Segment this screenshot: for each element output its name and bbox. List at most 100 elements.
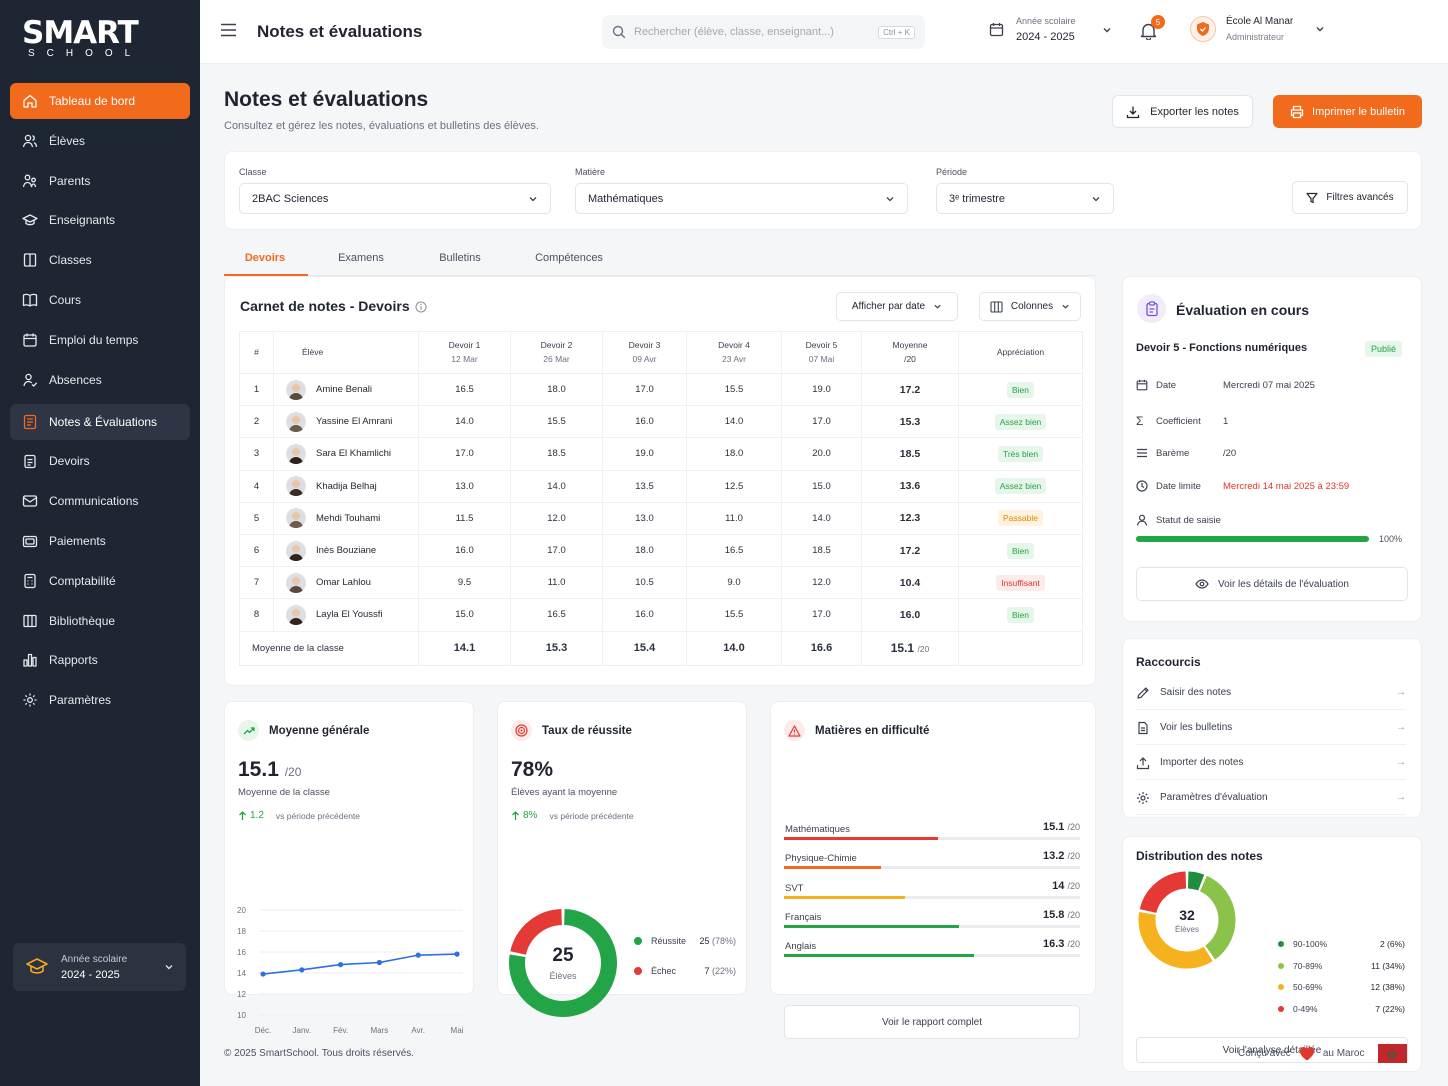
grade-cell[interactable]: 18.0 bbox=[510, 373, 603, 407]
school-year-selector[interactable]: Année scolaire 2024 - 2025 bbox=[989, 16, 1112, 43]
table-row[interactable]: 2 Yassine El Amrani 14.0 15.5 16.0 14.0 17.0 15… bbox=[239, 405, 1083, 439]
column-header-devoir-3[interactable]: Devoir 3 09 Avr bbox=[602, 331, 687, 374]
full-report-button[interactable]: Voir le rapport complet bbox=[784, 1005, 1080, 1039]
logo[interactable]: SMART SCHOOL bbox=[22, 18, 162, 60]
grade-cell[interactable]: 17.0 bbox=[781, 405, 862, 439]
advanced-filters-button[interactable]: Filtres avancés bbox=[1292, 181, 1408, 214]
period-select[interactable]: 3ᵉ trimestre bbox=[936, 183, 1114, 214]
student-cell[interactable]: Inès Bouziane bbox=[286, 540, 418, 561]
grade-cell[interactable]: 17.0 bbox=[510, 534, 603, 568]
print-bulletin-button[interactable]: Imprimer le bulletin bbox=[1273, 95, 1422, 128]
sidebar-school-year[interactable]: Année scolaire 2024 - 2025 bbox=[13, 943, 186, 991]
tab-examens[interactable]: Examens bbox=[338, 252, 384, 264]
sidebar-item-notes-evaluations[interactable]: Notes & Évaluations bbox=[10, 403, 190, 440]
student-cell[interactable]: Amine Benali bbox=[286, 379, 418, 400]
view-evaluation-details-button[interactable]: Voir les détails de l'évaluation bbox=[1136, 567, 1408, 601]
sidebar-item-emploi-du-temps[interactable]: Emploi du temps bbox=[10, 322, 190, 358]
grade-cell[interactable]: 11.0 bbox=[510, 566, 603, 600]
grade-cell[interactable]: 15.5 bbox=[510, 405, 603, 439]
grade-cell[interactable]: 15.0 bbox=[781, 470, 862, 503]
grade-cell[interactable]: 14.0 bbox=[686, 405, 782, 439]
info-icon[interactable] bbox=[415, 301, 427, 313]
sidebar-item-parents[interactable]: Parents bbox=[10, 163, 190, 199]
grade-cell[interactable]: 16.0 bbox=[418, 534, 511, 568]
table-row[interactable]: 7 Omar Lahlou 9.5 11.0 10.5 9.0 12.0 10.4 Insuff… bbox=[239, 566, 1083, 600]
sidebar-item-classes[interactable]: Classes bbox=[10, 242, 190, 278]
grade-cell[interactable]: 12.0 bbox=[781, 566, 862, 600]
user-menu[interactable]: École Al Manar Administrateur bbox=[1190, 16, 1325, 42]
column-header-devoir-1[interactable]: Devoir 1 12 Mar bbox=[418, 331, 511, 374]
shortcut-item[interactable]: Voir les bulletins → bbox=[1136, 711, 1406, 745]
class-select[interactable]: 2BAC Sciences bbox=[239, 183, 551, 214]
student-cell[interactable]: Yassine El Amrani bbox=[286, 411, 418, 432]
grade-cell[interactable]: 13.0 bbox=[602, 502, 687, 535]
grade-cell[interactable]: 19.0 bbox=[602, 437, 687, 471]
export-notes-button[interactable]: Exporter les notes bbox=[1112, 95, 1253, 128]
grade-cell[interactable]: 9.0 bbox=[686, 566, 782, 600]
grade-cell[interactable]: 16.5 bbox=[686, 534, 782, 568]
grade-cell[interactable]: 19.0 bbox=[781, 373, 862, 407]
tab-bulletins[interactable]: Bulletins bbox=[439, 252, 481, 264]
grade-cell[interactable]: 14.0 bbox=[510, 470, 603, 503]
grade-cell[interactable]: 10.5 bbox=[602, 566, 687, 600]
sort-by-date-button[interactable]: Afficher par date bbox=[836, 292, 958, 321]
tab-devoirs[interactable]: Devoirs bbox=[244, 252, 286, 264]
sidebar-item-bibliotheque[interactable]: Bibliothèque bbox=[10, 603, 190, 639]
grade-cell[interactable]: 16.5 bbox=[510, 598, 603, 632]
grade-cell[interactable]: 17.0 bbox=[602, 373, 687, 407]
sidebar-item-comptabilite[interactable]: Comptabilité bbox=[10, 563, 190, 599]
grade-cell[interactable]: 15.0 bbox=[418, 598, 511, 632]
grade-cell[interactable]: 18.5 bbox=[510, 437, 603, 471]
menu-icon[interactable] bbox=[220, 23, 237, 37]
grade-cell[interactable]: 16.0 bbox=[602, 598, 687, 632]
grade-cell[interactable]: 12.0 bbox=[510, 502, 603, 535]
grade-cell[interactable]: 17.0 bbox=[418, 437, 511, 471]
grade-cell[interactable]: 20.0 bbox=[781, 437, 862, 471]
search-input[interactable] bbox=[634, 26, 871, 38]
detailed-analysis-button[interactable]: Voir l'analyse détaillée bbox=[1136, 1037, 1408, 1063]
grade-cell[interactable]: 16.5 bbox=[418, 373, 511, 407]
sidebar-item-paiements[interactable]: Paiements bbox=[10, 523, 190, 559]
student-cell[interactable]: Omar Lahlou bbox=[286, 572, 418, 593]
column-header-devoir-2[interactable]: Devoir 2 26 Mar bbox=[510, 331, 603, 374]
grade-cell[interactable]: 14.0 bbox=[781, 502, 862, 535]
grade-cell[interactable]: 9.5 bbox=[418, 566, 511, 600]
table-row[interactable]: 5 Mehdi Touhami 11.5 12.0 13.0 11.0 14.0 12.3 Pa… bbox=[239, 502, 1083, 535]
shortcut-item[interactable]: Paramètres d'évaluation → bbox=[1136, 781, 1406, 815]
table-row[interactable]: 3 Sara El Khamlichi 17.0 18.5 19.0 18.0 20.0 18… bbox=[239, 437, 1083, 471]
grade-cell[interactable]: 18.0 bbox=[686, 437, 782, 471]
sidebar-item-devoirs[interactable]: Devoirs bbox=[10, 443, 190, 479]
sidebar-item-absences[interactable]: Absences bbox=[10, 362, 190, 398]
grade-cell[interactable]: 18.5 bbox=[781, 534, 862, 568]
shortcut-item[interactable]: Importer des notes → bbox=[1136, 746, 1406, 780]
student-cell[interactable]: Sara El Khamlichi bbox=[286, 443, 418, 464]
grade-cell[interactable]: 13.5 bbox=[602, 470, 687, 503]
table-row[interactable]: 6 Inès Bouziane 16.0 17.0 18.0 16.5 18.5 17.2 Bi… bbox=[239, 534, 1083, 568]
columns-button[interactable]: Colonnes bbox=[979, 292, 1081, 321]
grade-cell[interactable]: 11.5 bbox=[418, 502, 511, 535]
student-cell[interactable]: Khadija Belhaj bbox=[286, 476, 418, 497]
sidebar-item-eleves[interactable]: Élèves bbox=[10, 123, 190, 159]
grade-cell[interactable]: 15.5 bbox=[686, 373, 782, 407]
grade-cell[interactable]: 14.0 bbox=[418, 405, 511, 439]
student-cell[interactable]: Mehdi Touhami bbox=[286, 508, 418, 529]
sidebar-item-enseignants[interactable]: Enseignants bbox=[10, 202, 190, 238]
search-bar[interactable]: Ctrl + K bbox=[602, 15, 925, 49]
table-row[interactable]: 4 Khadija Belhaj 13.0 14.0 13.5 12.5 15.0 13.6 A… bbox=[239, 470, 1083, 503]
table-row[interactable]: 1 Amine Benali 16.5 18.0 17.0 15.5 19.0 17.2 Bie… bbox=[239, 373, 1083, 407]
tab-competences[interactable]: Compétences bbox=[535, 252, 603, 264]
grade-cell[interactable]: 13.0 bbox=[418, 470, 511, 503]
table-row[interactable]: 8 Layla El Youssfi 15.0 16.5 16.0 15.5 17.0 16.… bbox=[239, 598, 1083, 632]
grade-cell[interactable]: 12.5 bbox=[686, 470, 782, 503]
sidebar-item-cours[interactable]: Cours bbox=[10, 282, 190, 318]
sidebar-item-communications[interactable]: Communications bbox=[10, 483, 190, 519]
grade-cell[interactable]: 17.0 bbox=[781, 598, 862, 632]
subject-select[interactable]: Mathématiques bbox=[575, 183, 908, 214]
student-cell[interactable]: Layla El Youssfi bbox=[286, 604, 418, 625]
grade-cell[interactable]: 11.0 bbox=[686, 502, 782, 535]
sidebar-item-rapports[interactable]: Rapports bbox=[10, 642, 190, 678]
grade-cell[interactable]: 16.0 bbox=[602, 405, 687, 439]
sidebar-item-parametres[interactable]: Paramètres bbox=[10, 682, 190, 718]
grade-cell[interactable]: 15.5 bbox=[686, 598, 782, 632]
grade-cell[interactable]: 18.0 bbox=[602, 534, 687, 568]
